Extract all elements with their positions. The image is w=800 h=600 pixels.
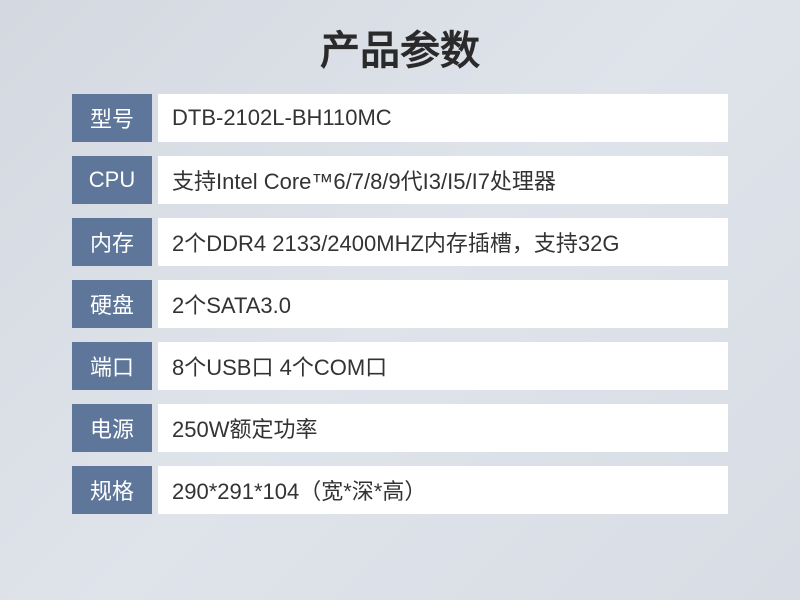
spec-value: 8个USB口 4个COM口 bbox=[158, 342, 728, 390]
spec-label: 内存 bbox=[72, 218, 152, 266]
spec-row-ports: 端口 8个USB口 4个COM口 bbox=[72, 342, 728, 390]
spec-row-model: 型号 DTB-2102L-BH110MC bbox=[72, 94, 728, 142]
spec-row-memory: 内存 2个DDR4 2133/2400MHZ内存插槽，支持32G bbox=[72, 218, 728, 266]
spec-row-disk: 硬盘 2个SATA3.0 bbox=[72, 280, 728, 328]
spec-value: 支持Intel Core™6/7/8/9代I3/I5/I7处理器 bbox=[158, 156, 728, 204]
spec-label: 电源 bbox=[72, 404, 152, 452]
spec-row-dimensions: 规格 290*291*104（宽*深*高） bbox=[72, 466, 728, 514]
spec-value: DTB-2102L-BH110MC bbox=[158, 94, 728, 142]
spec-value: 290*291*104（宽*深*高） bbox=[158, 466, 728, 514]
spec-row-power: 电源 250W额定功率 bbox=[72, 404, 728, 452]
spec-label: 硬盘 bbox=[72, 280, 152, 328]
spec-label: 端口 bbox=[72, 342, 152, 390]
page-title: 产品参数 bbox=[72, 18, 728, 76]
spec-table: 型号 DTB-2102L-BH110MC CPU 支持Intel Core™6/… bbox=[72, 94, 728, 514]
spec-label: 型号 bbox=[72, 94, 152, 142]
spec-value: 2个SATA3.0 bbox=[158, 280, 728, 328]
spec-row-cpu: CPU 支持Intel Core™6/7/8/9代I3/I5/I7处理器 bbox=[72, 156, 728, 204]
spec-label: 规格 bbox=[72, 466, 152, 514]
spec-value: 2个DDR4 2133/2400MHZ内存插槽，支持32G bbox=[158, 218, 728, 266]
spec-label: CPU bbox=[72, 156, 152, 204]
spec-value: 250W额定功率 bbox=[158, 404, 728, 452]
